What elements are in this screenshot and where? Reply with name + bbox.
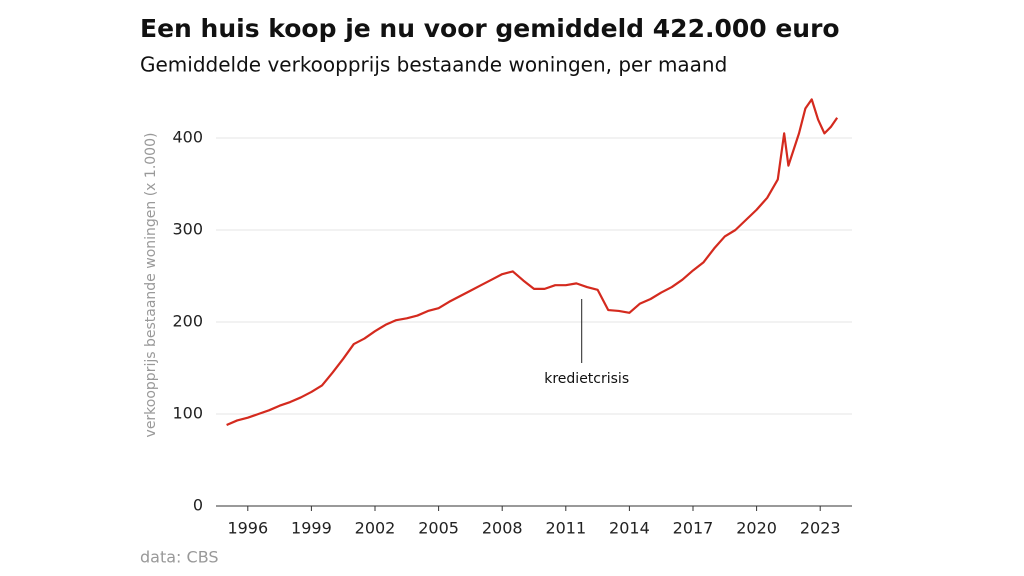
x-tick-label: 2008 — [482, 519, 523, 538]
annotation-label: kredietcrisis — [544, 371, 629, 387]
chart-title: Een huis koop je nu voor gemiddeld 422.0… — [140, 14, 840, 43]
x-tick-label: 2020 — [736, 519, 777, 538]
x-tick-label: 2014 — [609, 519, 650, 538]
line — [226, 98, 839, 427]
x-tick-label: 1999 — [291, 519, 332, 538]
y-tick-label: 100 — [172, 404, 203, 423]
x-tick-label: 2017 — [673, 519, 714, 538]
y-tick-label: 300 — [172, 220, 203, 239]
x-tick-label: 2005 — [418, 519, 459, 538]
x-tick-label: 2023 — [800, 519, 841, 538]
y-axis-label: verkoopprijs bestaande woningen (x 1.000… — [143, 133, 159, 438]
x-tick-label: 1996 — [227, 519, 268, 538]
y-tick-label: 400 — [172, 128, 203, 147]
chart-subtitle: Gemiddelde verkoopprijs bestaande woning… — [140, 53, 727, 77]
x-tick-label: 2011 — [545, 519, 586, 538]
x-tick-label: 2002 — [355, 519, 396, 538]
source: data: CBS — [140, 548, 219, 567]
y-tick-label: 200 — [172, 312, 203, 331]
y-tick-label: 0 — [193, 496, 203, 515]
